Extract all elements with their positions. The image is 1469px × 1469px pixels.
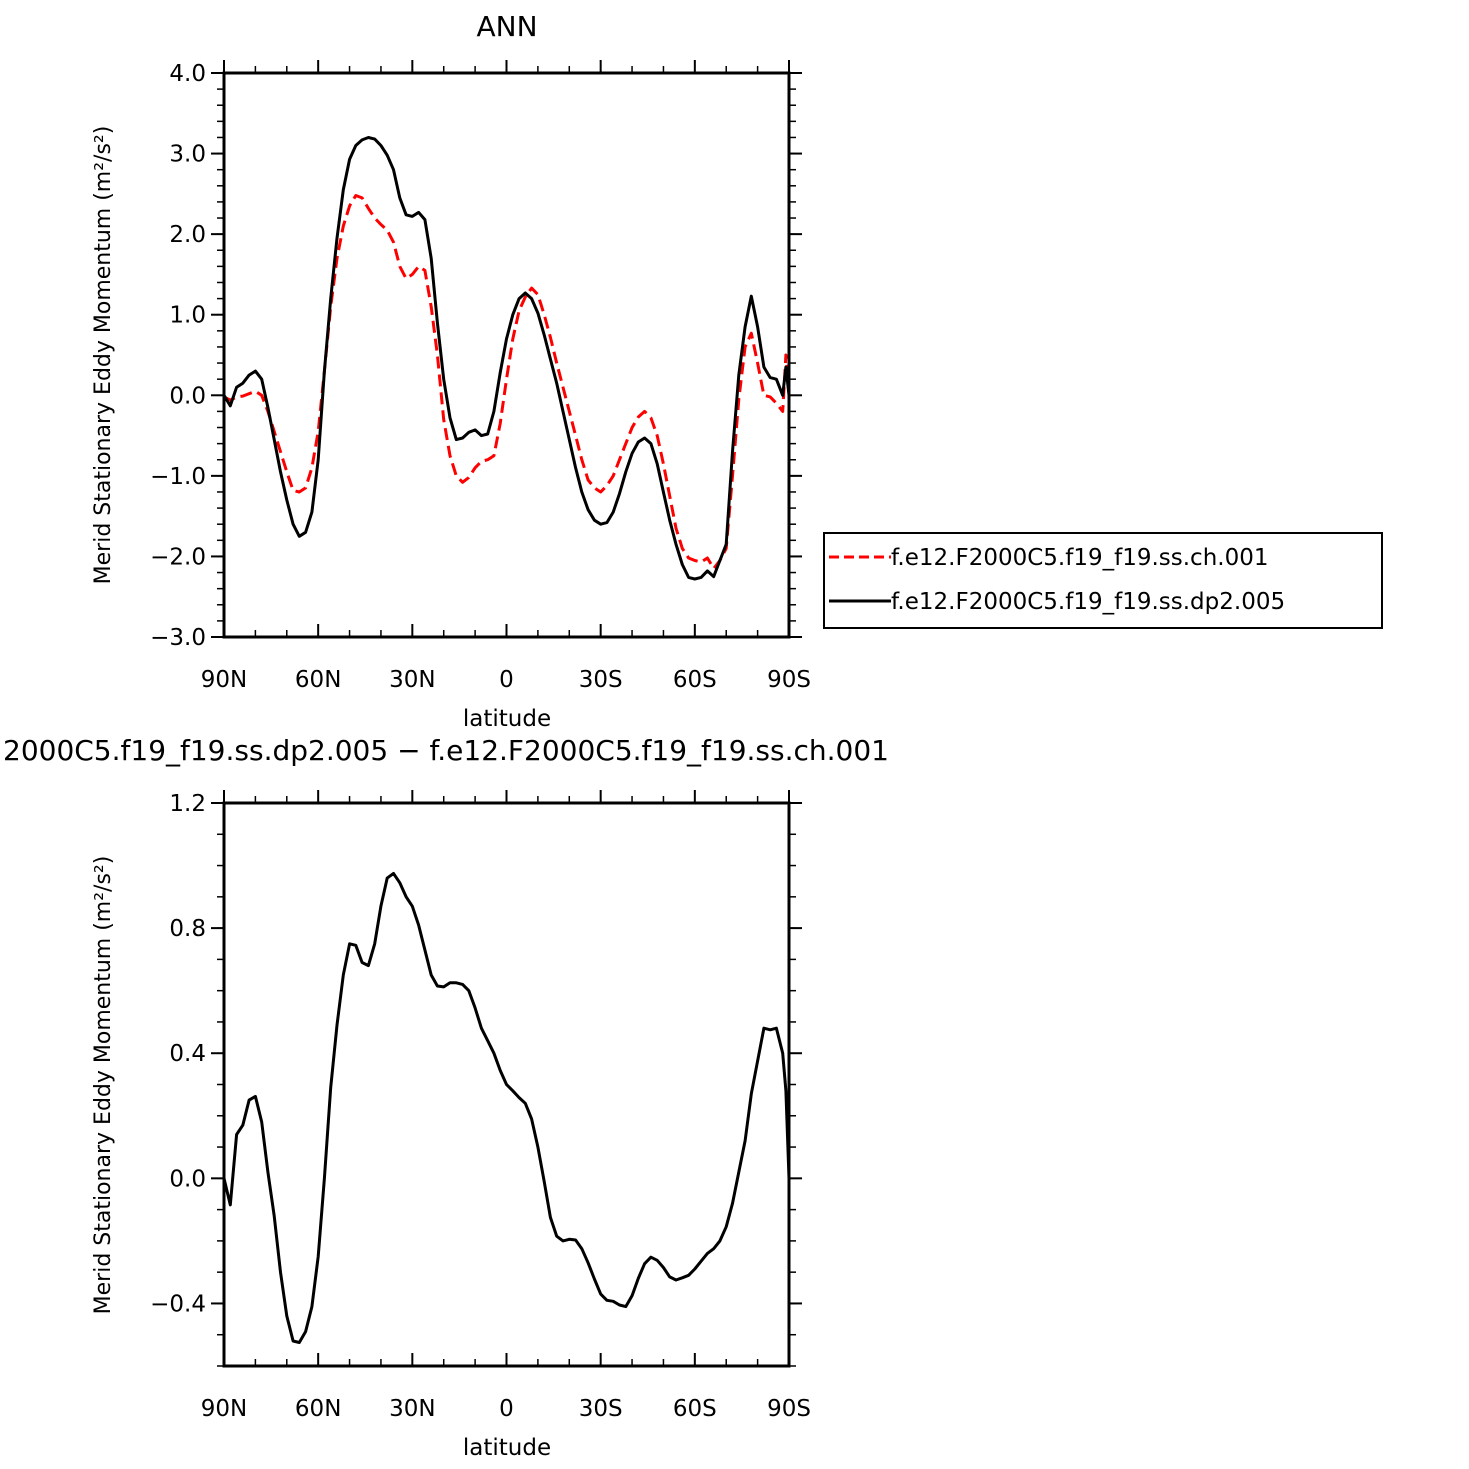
x-axis-label: latitude xyxy=(463,706,551,732)
series-layer xyxy=(222,871,791,1344)
x-tick-label: 90S xyxy=(767,667,811,693)
x-tick-label: 60S xyxy=(673,1396,717,1422)
y-tick-label: 0.8 xyxy=(169,916,206,942)
y-tick-label: 1.0 xyxy=(169,303,206,329)
plot-frame xyxy=(222,71,791,639)
ticks-layer: 90N 60N 30N 0 30S 60S 90S −0.4 0.0 0.4 0.8 1.2 xyxy=(150,790,811,1422)
x-tick-label: 60N xyxy=(295,667,341,693)
y-tick-label: 4.0 xyxy=(169,61,206,87)
x-tick-label: 30S xyxy=(579,667,623,693)
x-tick-label: 30N xyxy=(389,667,435,693)
x-tick-label: 90N xyxy=(201,667,247,693)
y-tick-label: −3.0 xyxy=(150,625,206,651)
x-tick-label: 60S xyxy=(673,667,717,693)
y-tick-label: 0.0 xyxy=(169,1166,206,1192)
x-tick-label: 0 xyxy=(499,667,514,693)
y-tick-label: −1.0 xyxy=(150,464,206,490)
x-axis-label: latitude xyxy=(463,1435,551,1461)
series-line-difference xyxy=(222,871,791,1344)
x-tick-label: 90S xyxy=(767,1396,811,1422)
x-tick-label: 30N xyxy=(389,1396,435,1422)
legend-label-ch001: f.e12.F2000C5.f19_f19.ss.ch.001 xyxy=(891,545,1268,571)
legend: f.e12.F2000C5.f19_f19.ss.ch.001 f.e12.F2… xyxy=(823,532,1383,629)
panel-annual-mean: ANN 90N 60N 30N 0 30S 60S 90S −3.0 −2.0 −1.0 0.0 1.… xyxy=(91,10,811,732)
y-tick-label: 2.0 xyxy=(169,222,206,248)
y-tick-label: −0.4 xyxy=(150,1291,206,1317)
panel-difference: 2000C5.f19_f19.ss.dp2.005 − f.e12.F2000C… xyxy=(3,734,889,1461)
series-line-dp2-005 xyxy=(222,136,791,581)
y-tick-label: −2.0 xyxy=(150,544,206,570)
panel-title: ANN xyxy=(476,10,537,43)
x-tick-label: 90N xyxy=(201,1396,247,1422)
x-tick-label: 0 xyxy=(499,1396,514,1422)
ticks-layer: 90N 60N 30N 0 30S 60S 90S −3.0 −2.0 −1.0 0.0 1.0 2.0… xyxy=(150,60,811,693)
y-tick-label: 0.4 xyxy=(169,1041,206,1067)
series-layer xyxy=(222,136,791,581)
legend-box xyxy=(823,532,1383,629)
x-tick-label: 60N xyxy=(295,1396,341,1422)
y-tick-label: 1.2 xyxy=(169,791,206,817)
x-tick-label: 30S xyxy=(579,1396,623,1422)
panel-title: 2000C5.f19_f19.ss.dp2.005 − f.e12.F2000C… xyxy=(3,734,889,767)
legend-label-dp2005: f.e12.F2000C5.f19_f19.ss.dp2.005 xyxy=(891,589,1285,615)
y-tick-label: 3.0 xyxy=(169,142,206,168)
y-tick-label: 0.0 xyxy=(169,383,206,409)
y-axis-label: Merid Stationary Eddy Momentum (m²/s²) xyxy=(91,126,116,585)
y-axis-label: Merid Stationary Eddy Momentum (m²/s²) xyxy=(91,856,116,1315)
series-line-ch-001 xyxy=(223,194,791,570)
